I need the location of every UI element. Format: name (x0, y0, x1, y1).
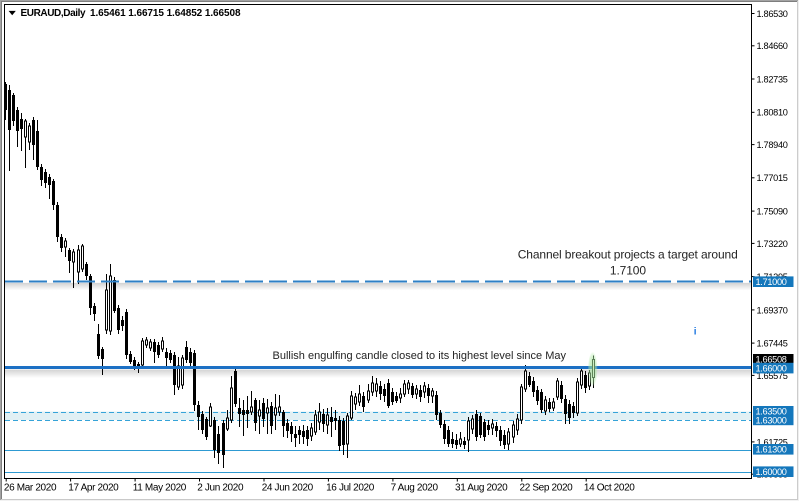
svg-text:Bullish engulfing candle close: Bullish engulfing candle closed to its h… (273, 350, 567, 362)
svg-text:1.7100: 1.7100 (610, 263, 646, 277)
svg-text:22 Sep 2020: 22 Sep 2020 (520, 483, 574, 494)
svg-text:1.63500: 1.63500 (756, 407, 787, 417)
svg-text:1.78940: 1.78940 (757, 140, 788, 150)
svg-text:24 Jun 2020: 24 Jun 2020 (262, 483, 314, 494)
svg-text:2 Jun 2020: 2 Jun 2020 (197, 483, 244, 494)
svg-text:1.69370: 1.69370 (757, 305, 788, 315)
svg-text:1.73220: 1.73220 (757, 239, 788, 249)
svg-text:14 Oct 2020: 14 Oct 2020 (584, 483, 635, 494)
svg-text:1.86530: 1.86530 (757, 9, 788, 19)
svg-text:7 Aug 2020: 7 Aug 2020 (391, 483, 439, 494)
svg-text:1.60000: 1.60000 (756, 467, 787, 477)
svg-text:1.80810: 1.80810 (757, 108, 788, 118)
svg-text:i: i (694, 327, 697, 338)
svg-text:1.71000: 1.71000 (756, 277, 787, 287)
svg-text:Channel breakout projects a ta: Channel breakout projects a target aroun… (518, 248, 738, 262)
svg-text:1.77015: 1.77015 (757, 173, 788, 183)
svg-text:1.63000: 1.63000 (756, 415, 787, 425)
svg-text:17 Apr 2020: 17 Apr 2020 (68, 483, 119, 494)
svg-text:EURAUD,Daily: EURAUD,Daily (21, 8, 86, 19)
svg-text:1.61725: 1.61725 (757, 437, 788, 447)
svg-text:1.75090: 1.75090 (757, 207, 788, 217)
svg-text:1.66508: 1.66508 (756, 355, 787, 365)
svg-text:11 May 2020: 11 May 2020 (133, 483, 187, 494)
svg-text:1.66000: 1.66000 (756, 364, 787, 374)
svg-text:16 Jul 2020: 16 Jul 2020 (326, 483, 375, 494)
svg-text:26 Mar 2020: 26 Mar 2020 (4, 483, 57, 494)
svg-text:1.65575: 1.65575 (757, 371, 788, 381)
svg-text:1.65461 1.66715 1.64852 1.6650: 1.65461 1.66715 1.64852 1.66508 (90, 8, 241, 19)
svg-text:1.67445: 1.67445 (757, 339, 788, 349)
svg-text:31 Aug 2020: 31 Aug 2020 (455, 483, 508, 494)
svg-text:1.82735: 1.82735 (757, 74, 788, 84)
svg-text:1.61300: 1.61300 (756, 445, 787, 455)
svg-text:1.84660: 1.84660 (757, 41, 788, 51)
